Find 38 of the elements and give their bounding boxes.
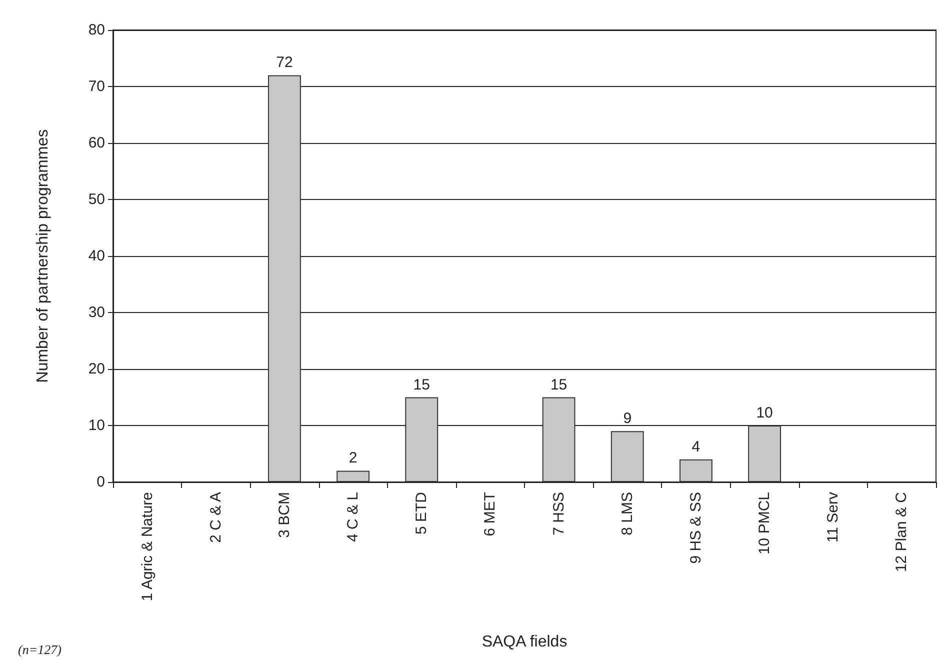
data-label: 2 xyxy=(348,450,358,467)
bar xyxy=(748,426,781,482)
bar xyxy=(268,75,301,482)
y-tick-label: 40 xyxy=(88,248,105,264)
x-tick-label: 3 BCM xyxy=(276,492,293,538)
data-label: 4 xyxy=(692,438,700,456)
x-tick-label: 7 HSS xyxy=(550,492,568,536)
bar xyxy=(405,397,438,482)
bar xyxy=(610,431,644,482)
bar xyxy=(680,459,712,482)
data-label: 72 xyxy=(276,54,293,72)
y-tick-label: 20 xyxy=(88,360,105,378)
bar xyxy=(336,470,370,482)
y-tick-label: 30 xyxy=(88,304,105,321)
data-label: 15 xyxy=(550,376,568,394)
x-tick-label: 9 HS & SS xyxy=(687,492,704,564)
x-tick-label: 5 ETD xyxy=(413,492,430,535)
y-tick-label: 70 xyxy=(88,78,105,95)
x-tick-label: 2 C & A xyxy=(207,492,224,543)
data-label: 9 xyxy=(623,410,632,428)
x-tick-label: 11 Serv xyxy=(824,492,842,543)
y-tick-label: 80 xyxy=(88,22,105,38)
y-tick-label: 50 xyxy=(88,191,105,208)
bar xyxy=(542,397,576,482)
y-tick-label: 10 xyxy=(88,417,105,434)
x-tick-label: 4 C & L xyxy=(344,492,362,542)
y-tick-label: 60 xyxy=(88,134,105,152)
x-tick-label: 10 PMCL xyxy=(756,492,774,555)
x-tick-label: 8 LMS xyxy=(618,492,636,536)
data-label: 10 xyxy=(756,404,773,422)
x-axis-title: SAQA fields xyxy=(482,634,568,650)
x-tick-label: 1 Agric & Nature xyxy=(138,492,156,602)
text: (n=127) xyxy=(18,642,62,657)
y-tick-label: 0 xyxy=(96,474,105,490)
y-axis-title: Number of partnership programmes xyxy=(34,129,52,383)
x-tick-label: 6 MET xyxy=(482,492,499,536)
data-label: 15 xyxy=(413,376,430,394)
x-tick-label: 12 Plan & C xyxy=(893,492,910,572)
